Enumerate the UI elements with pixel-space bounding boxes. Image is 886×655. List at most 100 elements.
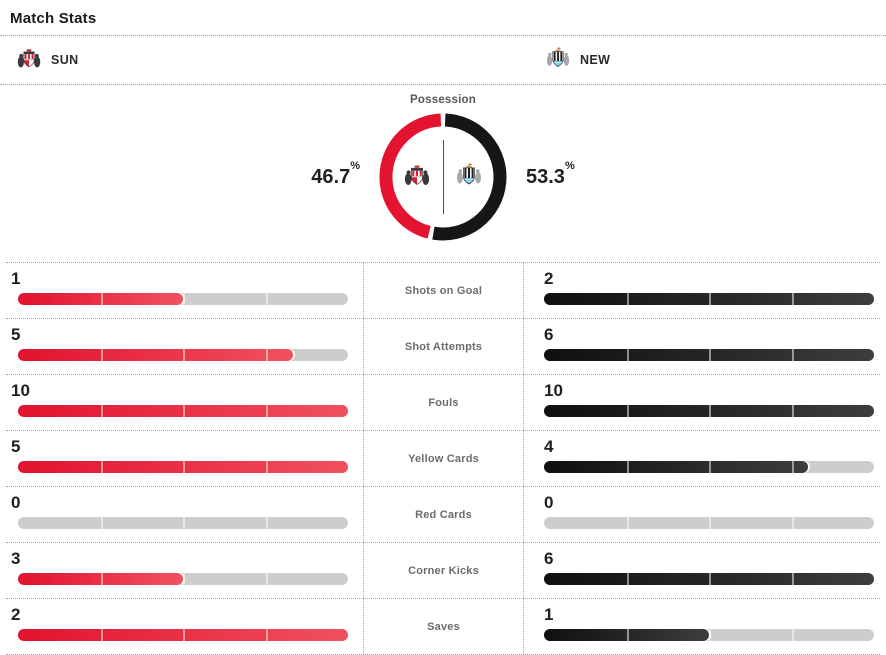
possession-home-pct: 46.7%: [311, 161, 360, 188]
stat-away-cell: 4: [524, 431, 880, 486]
stat-row: 5 Yellow Cards 4: [6, 431, 880, 487]
bar-segment-tick: [791, 349, 794, 361]
stat-label: Shots on Goal: [404, 284, 483, 297]
stat-away-value: 10: [544, 381, 563, 400]
stat-away-value: 6: [544, 325, 554, 344]
stat-home-bar: [18, 461, 348, 473]
possession-title: Possession: [410, 94, 476, 106]
bar-segment-tick: [709, 349, 711, 361]
bar-segment-tick: [791, 461, 794, 473]
stat-home-value: 5: [11, 437, 21, 456]
possession-section: Possession 46.7% 53.3%: [0, 85, 886, 262]
bar-segment-tick: [626, 573, 629, 585]
possession-arc-home: [379, 113, 442, 239]
stat-away-cell: 6: [524, 319, 880, 374]
bar-segment-tick: [183, 629, 185, 641]
stat-label-cell: Fouls: [363, 375, 524, 430]
bar-segment-tick: [626, 517, 629, 529]
bar-segment-tick: [100, 461, 103, 473]
possession-arc-away: [432, 113, 507, 241]
stat-label-cell: Yellow Cards: [363, 431, 524, 486]
team-home[interactable]: SUN: [16, 47, 79, 73]
stat-home-cell: 5: [6, 431, 363, 486]
sunderland-crest-icon: [16, 47, 42, 73]
stat-away-bar: [544, 517, 874, 529]
bar-segment-tick: [183, 573, 185, 585]
bar-segment-tick: [709, 405, 711, 417]
stat-away-value: 4: [544, 437, 554, 456]
stat-label-cell: Shots on Goal: [363, 263, 524, 318]
stat-label: Red Cards: [415, 508, 472, 521]
possession-home-unit: %: [350, 160, 360, 173]
donut-divider: [443, 140, 444, 214]
stat-home-bar: [18, 573, 348, 585]
possession-donut-chart: [373, 107, 513, 247]
bar-segment-tick: [265, 629, 268, 641]
stat-home-value: 1: [11, 269, 21, 288]
bar-segment-tick: [265, 405, 268, 417]
possession-away-value: 53.3: [526, 166, 565, 188]
possession-donut-row: 46.7% 53.3%: [0, 107, 886, 247]
newcastle-crest-icon: [455, 163, 483, 191]
header: Match Stats: [0, 0, 886, 36]
stat-home-cell: 2: [6, 599, 363, 654]
bar-segment-tick: [100, 629, 103, 641]
stat-row: 0 Red Cards 0: [6, 487, 880, 543]
stat-away-bar: [544, 573, 874, 585]
stat-label: Yellow Cards: [408, 452, 479, 465]
teams-row: SUN NEW: [0, 36, 886, 85]
bar-segment-tick: [709, 517, 711, 529]
stat-label: Corner Kicks: [408, 564, 479, 577]
bar-segment-tick: [100, 293, 103, 305]
bar-segment-tick: [265, 349, 268, 361]
stat-home-cell: 1: [6, 263, 363, 318]
stat-home-bar: [18, 349, 348, 361]
team-away-abbr: NEW: [580, 53, 611, 67]
bar-segment-tick: [265, 461, 268, 473]
stat-away-cell: 6: [524, 543, 880, 598]
stat-home-cell: 5: [6, 319, 363, 374]
stat-home-cell: 10: [6, 375, 363, 430]
stat-home-value: 10: [11, 381, 30, 400]
team-home-abbr: SUN: [51, 53, 79, 67]
possession-away-pct: 53.3%: [526, 161, 575, 188]
stat-home-bar: [18, 405, 348, 417]
stat-away-bar-fill: [544, 461, 808, 473]
bar-segment-tick: [183, 293, 185, 305]
bar-segment-tick: [791, 517, 794, 529]
possession-home-value: 46.7: [311, 166, 351, 188]
bar-segment-tick: [100, 405, 103, 417]
bar-segment-tick: [709, 573, 711, 585]
stat-home-value: 3: [11, 549, 21, 568]
bar-segment-tick: [100, 517, 103, 529]
bar-segment-tick: [791, 405, 794, 417]
team-away[interactable]: NEW: [545, 47, 610, 73]
page-title: Match Stats: [10, 10, 97, 27]
stat-label-cell: Shot Attempts: [363, 319, 524, 374]
stat-home-value: 0: [11, 493, 21, 512]
bar-segment-tick: [791, 293, 794, 305]
bar-segment-tick: [626, 293, 629, 305]
bar-segment-tick: [265, 293, 268, 305]
stat-home-cell: 0: [6, 487, 363, 542]
stats-table: 1 Shots on Goal 2 5 Shot Attempts 6 10 Fouls 10 5…: [6, 262, 880, 655]
stat-away-bar: [544, 405, 874, 417]
stat-away-value: 0: [544, 493, 554, 512]
stat-away-bar: [544, 629, 874, 641]
bar-segment-tick: [183, 349, 185, 361]
stat-home-bar: [18, 293, 348, 305]
stat-away-bar: [544, 349, 874, 361]
stat-home-bar: [18, 629, 348, 641]
stat-row: 10 Fouls 10: [6, 375, 880, 431]
bar-segment-tick: [183, 461, 185, 473]
bar-segment-tick: [265, 517, 268, 529]
newcastle-crest-icon: [545, 47, 571, 73]
bar-segment-tick: [626, 405, 629, 417]
bar-segment-tick: [626, 349, 629, 361]
stat-away-value: 6: [544, 549, 554, 568]
stat-away-cell: 2: [524, 263, 880, 318]
bar-segment-tick: [791, 629, 794, 641]
possession-away-unit: %: [564, 160, 575, 173]
stat-away-cell: 0: [524, 487, 880, 542]
